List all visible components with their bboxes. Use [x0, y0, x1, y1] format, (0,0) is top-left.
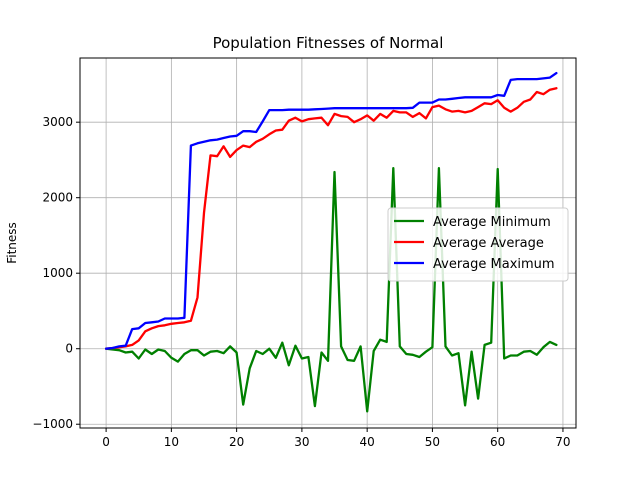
series-line-average-average	[104, 87, 558, 350]
legend-entry-label: Average Minimum	[433, 215, 551, 230]
y-axis-label: Fitness	[5, 222, 19, 264]
y-tick-label: 0	[65, 342, 73, 356]
chart-title: Population Fitnesses of Normal	[213, 34, 444, 52]
y-tick-label: −1000	[32, 417, 73, 431]
legend-entry-label: Average Average	[433, 236, 544, 251]
series-line-average-maximum	[104, 71, 558, 350]
x-tick-label: 20	[229, 435, 244, 449]
series-line-average-minimum	[104, 167, 558, 413]
y-tick-label: 1000	[42, 266, 73, 280]
x-tick-label: 0	[102, 435, 110, 449]
x-tick-label: 30	[294, 435, 309, 449]
series-lines	[104, 71, 558, 413]
legend-box	[387, 207, 569, 282]
plot-frame	[79, 57, 577, 429]
x-tick-label: 60	[490, 435, 505, 449]
x-tick-label: 50	[425, 435, 440, 449]
y-tick-label: 2000	[42, 191, 73, 205]
x-tick-label: 40	[360, 435, 375, 449]
x-tick-label: 70	[555, 435, 570, 449]
y-tick-label: 3000	[42, 115, 73, 129]
x-tick-label: 10	[164, 435, 179, 449]
legend: Average Minimum Average Average Average Ma…	[387, 207, 569, 282]
axis-ticks: 0 10 20 30 40 50 60 70 −1000 0 1000 2000 3000	[32, 115, 570, 449]
legend-entry-label: Average Maximum	[433, 257, 555, 272]
